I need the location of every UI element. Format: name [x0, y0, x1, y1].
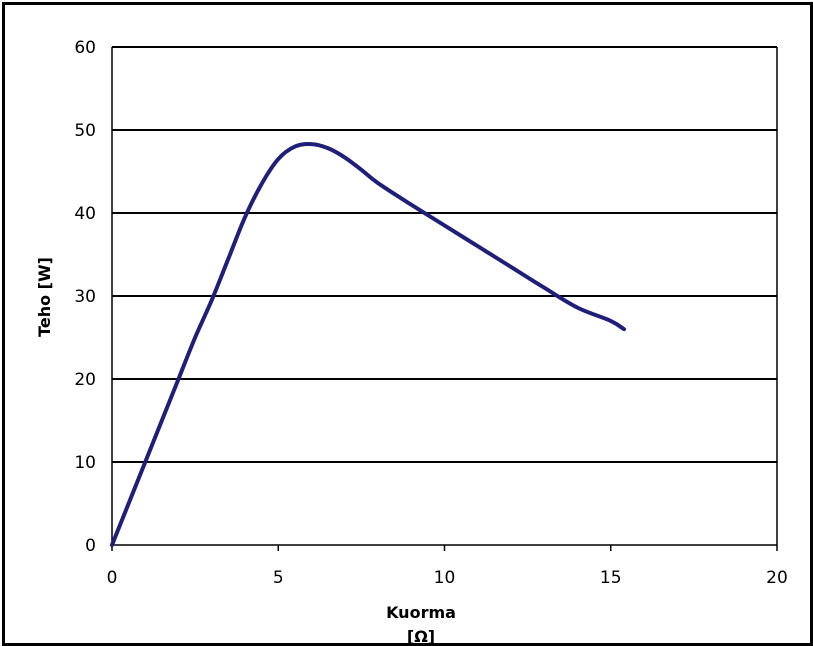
- y-tick-label: 40: [74, 204, 96, 224]
- y-tick-label: 30: [74, 287, 96, 307]
- y-tick-labels: 0 10 20 30 40 50 60: [74, 38, 96, 556]
- x-tick-label: 5: [273, 568, 284, 588]
- y-tick-label: 50: [74, 121, 96, 141]
- series-line: [110, 142, 627, 547]
- x-axis-unit: [Ω]: [407, 627, 435, 644]
- x-axis-title: Kuorma: [386, 603, 456, 622]
- series-lines: [110, 142, 627, 547]
- y-tick-label: 60: [74, 38, 96, 58]
- y-axis-title: Teho [W]: [35, 257, 54, 337]
- x-tick-label: 10: [434, 568, 456, 588]
- gridlines: [112, 46, 777, 463]
- x-tick-label: 20: [766, 568, 788, 588]
- x-tick-label: 0: [107, 568, 118, 588]
- y-tick-label: 10: [74, 453, 96, 473]
- x-tick-labels: 0 5 10 15 20: [107, 545, 788, 588]
- x-tick-label: 15: [600, 568, 622, 588]
- y-tick-label: 20: [74, 370, 96, 390]
- y-tick-label: 0: [85, 536, 96, 556]
